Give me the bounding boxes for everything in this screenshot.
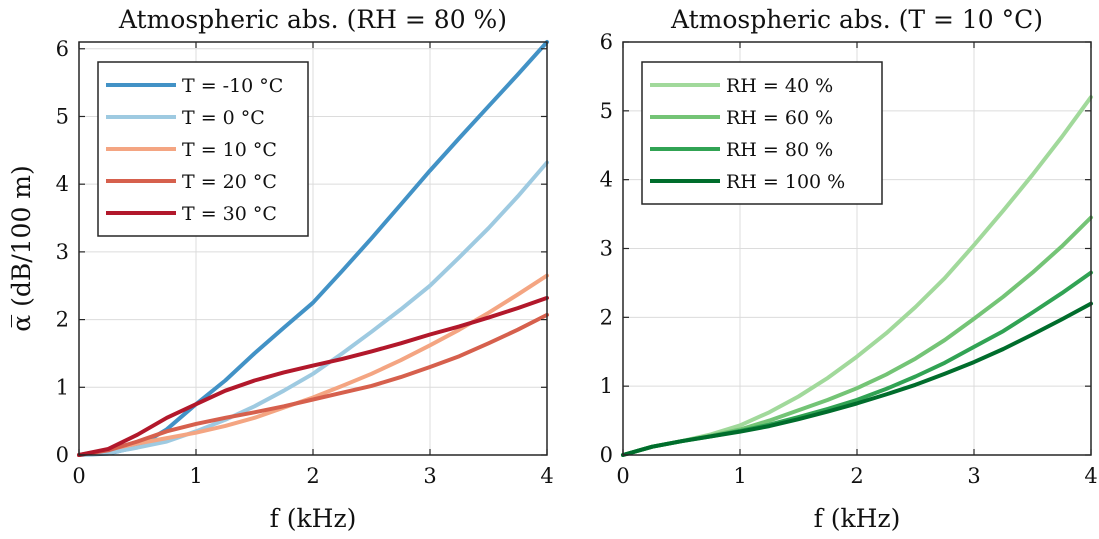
y-tick-label: 5 (600, 99, 613, 123)
series-line-3 (77, 312, 549, 457)
y-tick-label: 4 (600, 168, 613, 192)
y-tick-label: 4 (56, 172, 69, 196)
y-tick-label: 3 (56, 240, 69, 264)
legend-label-1: RH = 60 % (726, 107, 833, 129)
y-tick-label: 5 (56, 104, 69, 128)
y-tick-label: 0 (600, 443, 613, 467)
x-tick-label: 2 (306, 464, 319, 488)
y-axis-label: α̅ (dB/100 m) (7, 165, 36, 332)
legend: RH = 40 % RH = 60 % RH = 80 % RH = 100 % (641, 61, 883, 205)
y-tick-label: 3 (600, 237, 613, 261)
x-tick-label: 4 (540, 464, 553, 488)
legend-label-2: RH = 80 % (726, 139, 833, 161)
left-panel: 0 1 2 3 4 0 1 2 3 4 5 6 Atmospheric abs. (RH = 80 %)… (7, 5, 554, 533)
legend-label-3: RH = 100 % (726, 171, 845, 193)
series-line-1 (77, 160, 549, 457)
x-tick-label: 1 (189, 464, 202, 488)
series-line-3 (621, 301, 1093, 457)
x-tick-label: 0 (72, 464, 85, 488)
x-tick-label: 0 (616, 464, 629, 488)
x-tick-label: 2 (850, 464, 863, 488)
x-axis-label: f (kHz) (270, 504, 357, 533)
series-line-4 (77, 295, 549, 457)
legend: T = -10 °C T = 0 °C T = 10 °C T = 20 °C T = … (97, 61, 309, 237)
x-tick-label: 3 (423, 464, 436, 488)
y-tick-label: 2 (600, 305, 613, 329)
y-tick-label: 0 (56, 443, 69, 467)
y-tick-label: 2 (56, 308, 69, 332)
y-tick-label: 6 (56, 37, 69, 61)
x-tick-label: 1 (733, 464, 746, 488)
x-tick-label: 4 (1084, 464, 1097, 488)
y-tick-label: 6 (600, 30, 613, 54)
x-axis-label: f (kHz) (814, 504, 901, 533)
legend-label-0: RH = 40 % (726, 75, 833, 97)
x-tick-label: 3 (967, 464, 980, 488)
legend-label-2: T = 10 °C (182, 139, 277, 161)
right-panel: 0 1 2 3 4 0 1 2 3 4 5 6 Atmospheric abs. (T = 10 °C)… (600, 5, 1098, 533)
legend-label-0: T = -10 °C (182, 75, 283, 97)
legend-label-3: T = 20 °C (182, 171, 277, 193)
y-tick-label: 1 (600, 374, 613, 398)
chart-title: Atmospheric abs. (RH = 80 %) (118, 5, 507, 34)
legend-label-4: T = 30 °C (182, 203, 277, 225)
chart-title: Atmospheric abs. (T = 10 °C) (670, 5, 1043, 34)
y-tick-label: 1 (56, 375, 69, 399)
legend-label-1: T = 0 °C (182, 107, 265, 129)
